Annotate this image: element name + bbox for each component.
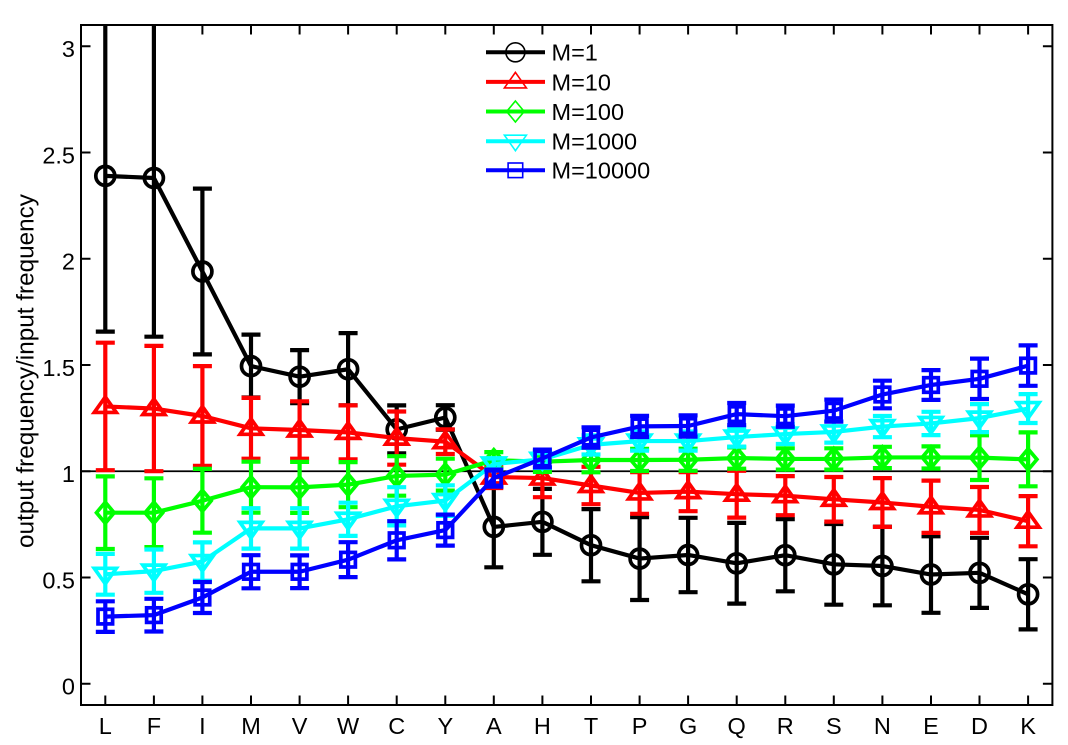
svg-text:M: M <box>241 713 261 739</box>
svg-text:N: N <box>874 713 891 739</box>
svg-text:M=100: M=100 <box>552 99 625 125</box>
svg-text:I: I <box>199 713 206 739</box>
svg-text:M=10: M=10 <box>552 69 611 95</box>
svg-text:L: L <box>99 713 112 739</box>
svg-text:W: W <box>337 713 360 739</box>
svg-text:2: 2 <box>62 249 75 275</box>
svg-text:D: D <box>971 713 988 739</box>
svg-text:V: V <box>292 713 308 739</box>
svg-text:G: G <box>679 713 697 739</box>
svg-text:2.5: 2.5 <box>42 142 75 168</box>
svg-text:K: K <box>1020 713 1036 739</box>
svg-text:A: A <box>486 713 502 739</box>
svg-text:M=1: M=1 <box>552 40 598 66</box>
svg-text:1.5: 1.5 <box>42 355 75 381</box>
svg-text:0: 0 <box>62 674 75 700</box>
svg-text:0.5: 0.5 <box>42 567 75 593</box>
svg-text:M=10000: M=10000 <box>552 158 651 184</box>
svg-text:output frequency/input frequen: output frequency/input frequency <box>13 193 40 548</box>
svg-text:P: P <box>632 713 648 739</box>
svg-text:T: T <box>584 713 598 739</box>
svg-text:F: F <box>147 713 161 739</box>
svg-text:R: R <box>777 713 794 739</box>
svg-text:E: E <box>923 713 939 739</box>
svg-text:M=1000: M=1000 <box>552 129 638 155</box>
svg-text:S: S <box>826 713 842 739</box>
svg-text:C: C <box>388 713 405 739</box>
svg-text:1: 1 <box>62 461 75 487</box>
svg-text:Q: Q <box>728 713 746 739</box>
svg-text:Y: Y <box>437 713 453 739</box>
svg-text:H: H <box>534 713 551 739</box>
svg-text:3: 3 <box>62 36 75 62</box>
